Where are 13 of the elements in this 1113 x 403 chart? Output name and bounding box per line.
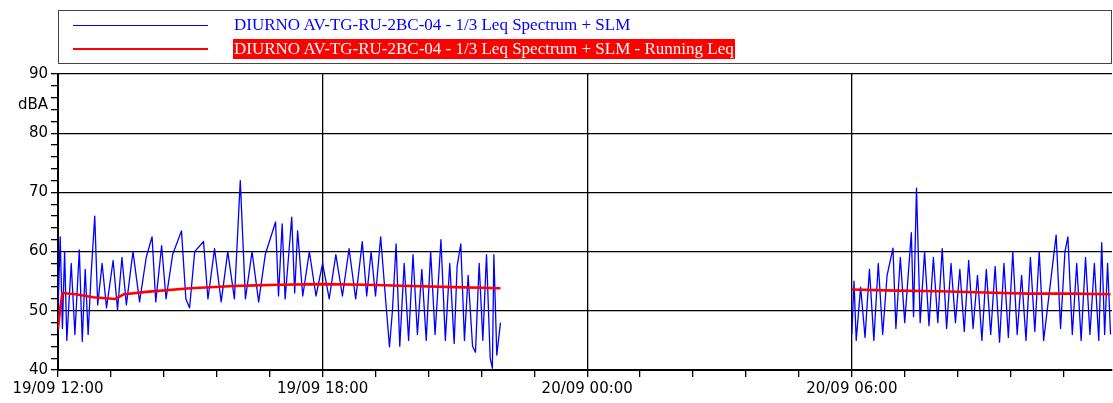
x-tick-label: 20/09 00:00 xyxy=(541,378,633,397)
text: DIURNO AV-TG-RU-2BC-04 - 1/3 Leq Spectrum + SLM - Running Leq xyxy=(233,39,735,59)
y-tick-label: 60 xyxy=(28,241,48,260)
y-tick-label: 40 xyxy=(28,359,48,378)
text: DIURNO AV-TG-RU-2BC-04 - 1/3 Leq Spectrum + SLM xyxy=(233,15,632,35)
y-tick-label: 90 xyxy=(28,63,48,82)
x-tick-label: 19/09 12:00 xyxy=(12,378,104,397)
x-tick-label: 19/09 18:00 xyxy=(276,378,369,397)
y-tick-label: 50 xyxy=(28,300,48,319)
y-axis-title: dBA xyxy=(17,94,49,113)
y-tick-label: 70 xyxy=(28,182,48,201)
y-tick-label: 80 xyxy=(28,123,48,142)
x-tick-label: 20/09 06:00 xyxy=(806,378,898,397)
